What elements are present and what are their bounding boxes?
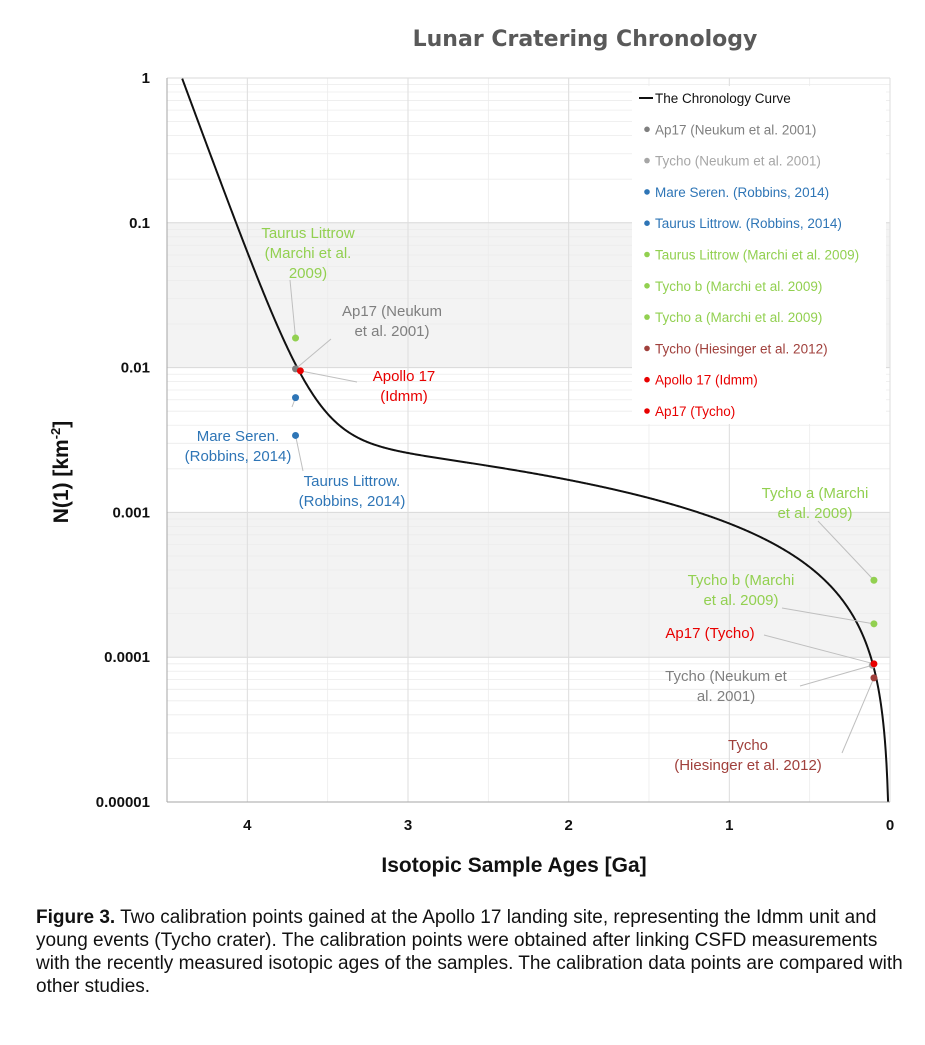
y-tick-label: 0.1 bbox=[129, 215, 150, 232]
annotation-line: Apollo 17 bbox=[373, 368, 436, 385]
annotation-line: Mare Seren. bbox=[197, 428, 280, 445]
legend-swatch-8 bbox=[644, 376, 650, 383]
leader-line-1 bbox=[295, 338, 332, 370]
data-point-8 bbox=[296, 367, 304, 375]
annotation-label-2: Apollo 17 (Idmm) bbox=[373, 368, 436, 405]
leader-line-9 bbox=[841, 677, 875, 754]
annotation-line: Taurus Littrow. bbox=[304, 473, 401, 490]
y-tick-label: 0.001 bbox=[112, 504, 150, 521]
legend-swatch-3 bbox=[644, 220, 650, 226]
legend-entry-9: Ap17 (Tycho) bbox=[655, 404, 735, 419]
annotation-line: Ap17 (Tycho) bbox=[665, 625, 754, 642]
caption-text: Two calibration points gained at the Apo… bbox=[36, 907, 903, 997]
annotation-line: (Marchi et al. bbox=[265, 245, 352, 262]
annotation-line: al. 2001) bbox=[697, 688, 755, 705]
leader-line-8 bbox=[799, 664, 873, 687]
leader-line-7 bbox=[763, 634, 875, 665]
data-points bbox=[292, 334, 878, 682]
annotation-line: Tycho bbox=[728, 737, 768, 754]
legend-entry-0: Ap17 (Neukum et al. 2001) bbox=[655, 122, 816, 137]
y-tick-label: 1 bbox=[142, 70, 150, 87]
annotation-line: Taurus Littrow bbox=[261, 225, 355, 242]
shaded-band-1 bbox=[167, 512, 890, 658]
legend-swatch-5 bbox=[644, 283, 650, 289]
figure-caption: Figure 3. Two calibration points gained … bbox=[36, 906, 906, 998]
legend-entry-7: Tycho (Hiesinger et al. 2012) bbox=[655, 341, 828, 356]
legend-entry-5: Tycho b (Marchi et al. 2009) bbox=[655, 279, 822, 294]
legend-entry-2: Mare Seren. (Robbins, 2014) bbox=[655, 185, 829, 200]
x-tick-label: 2 bbox=[564, 817, 572, 834]
annotation-label-7: Ap17 (Tycho) bbox=[665, 625, 754, 642]
y-tick-label: 0.0001 bbox=[104, 649, 150, 666]
y-tick-label: 0.01 bbox=[121, 360, 150, 377]
annotation-line: 2009) bbox=[289, 265, 327, 282]
legend-swatch-1 bbox=[644, 157, 650, 164]
legend-entry-6: Tycho a (Marchi et al. 2009) bbox=[655, 310, 822, 325]
legend: The Chronology Curve Ap17 (Neukum et al. … bbox=[632, 86, 886, 424]
legend-box bbox=[632, 86, 886, 424]
annotation-line: Ap17 (Neukum bbox=[342, 303, 442, 320]
annotation-line: Tycho (Neukum et bbox=[665, 668, 788, 685]
legend-entry-4: Taurus Littrow (Marchi et al. 2009) bbox=[655, 248, 859, 263]
y-axis-label-end: ] bbox=[50, 421, 73, 428]
annotation-label-8: Tycho (Neukum et al. 2001) bbox=[665, 668, 788, 705]
axes: 1 0.1 0.01 0.001 0.0001 0.00001 4 3 2 1 0 bbox=[96, 70, 894, 834]
annotation-line: (Robbins, 2014) bbox=[299, 493, 406, 510]
leader-line-5 bbox=[817, 520, 875, 581]
annotation-line: et al. 2001) bbox=[354, 323, 429, 340]
x-tick-label: 1 bbox=[725, 817, 733, 834]
chronology-chart: 1 0.1 0.01 0.001 0.0001 0.00001 4 3 2 1 0 Taurus L… bbox=[48, 27, 894, 877]
y-axis-label-sup: -2 bbox=[48, 428, 63, 440]
annotations: Taurus Littrow (Marchi et al. 2009) Ap17 (N… bbox=[185, 225, 869, 774]
annotation-line: (Idmm) bbox=[380, 388, 428, 405]
caption-label: Figure 3. bbox=[36, 907, 116, 928]
annotation-label-1: Ap17 (Neukum et al. 2001) bbox=[342, 303, 442, 340]
annotation-line: (Robbins, 2014) bbox=[185, 448, 292, 465]
legend-swatch-7 bbox=[644, 345, 650, 352]
annotation-leaders bbox=[289, 279, 875, 754]
annotation-line: et al. 2009) bbox=[703, 592, 778, 609]
leader-line-2 bbox=[300, 370, 358, 383]
data-point-6 bbox=[870, 576, 878, 584]
annotation-label-5: Tycho a (Marchi et al. 2009) bbox=[762, 485, 869, 522]
leader-line-6 bbox=[781, 607, 875, 625]
y-axis-label-main: N(1) [km bbox=[50, 439, 73, 523]
data-point-5 bbox=[870, 620, 878, 628]
legend-entry-8: Apollo 17 (Idmm) bbox=[655, 373, 758, 388]
data-point-4 bbox=[292, 334, 300, 342]
annotation-line: Tycho a (Marchi bbox=[762, 485, 869, 502]
annotation-line: Tycho b (Marchi bbox=[688, 572, 795, 589]
x-tick-label: 3 bbox=[404, 817, 412, 834]
x-tick-label: 0 bbox=[886, 817, 894, 834]
legend-entry-3: Taurus Littrow. (Robbins, 2014) bbox=[655, 216, 842, 231]
annotation-label-4: Taurus Littrow. (Robbins, 2014) bbox=[299, 473, 406, 510]
y-tick-label: 0.00001 bbox=[96, 794, 150, 811]
y-axis-label: N(1) [km-2] bbox=[48, 421, 73, 524]
legend-swatch-9 bbox=[644, 408, 650, 414]
annotation-label-3: Mare Seren. (Robbins, 2014) bbox=[185, 428, 292, 465]
legend-swatch-4 bbox=[644, 251, 650, 258]
annotation-label-0: Taurus Littrow (Marchi et al. 2009) bbox=[261, 225, 355, 282]
leader-line-0 bbox=[289, 279, 297, 339]
annotation-label-9: Tycho (Hiesinger et al. 2012) bbox=[674, 737, 822, 774]
data-point-2 bbox=[292, 394, 300, 402]
legend-swatch-6 bbox=[644, 314, 650, 320]
annotation-line: (Hiesinger et al. 2012) bbox=[674, 757, 822, 774]
legend-entry-curve: The Chronology Curve bbox=[655, 91, 791, 106]
legend-swatch-2 bbox=[644, 189, 650, 195]
data-point-7 bbox=[870, 674, 878, 682]
x-axis-label: Isotopic Sample Ages [Ga] bbox=[381, 854, 646, 877]
legend-entry-1: Tycho (Neukum et al. 2001) bbox=[655, 154, 821, 169]
chart-title: Lunar Cratering Chronology bbox=[413, 27, 758, 52]
leader-line-4 bbox=[295, 435, 304, 472]
annotation-line: et al. 2009) bbox=[777, 505, 852, 522]
data-point-9 bbox=[870, 660, 878, 668]
annotation-label-6: Tycho b (Marchi et al. 2009) bbox=[688, 572, 795, 609]
x-tick-label: 4 bbox=[243, 817, 252, 834]
legend-swatch-0 bbox=[644, 126, 650, 133]
data-point-3 bbox=[292, 431, 300, 439]
